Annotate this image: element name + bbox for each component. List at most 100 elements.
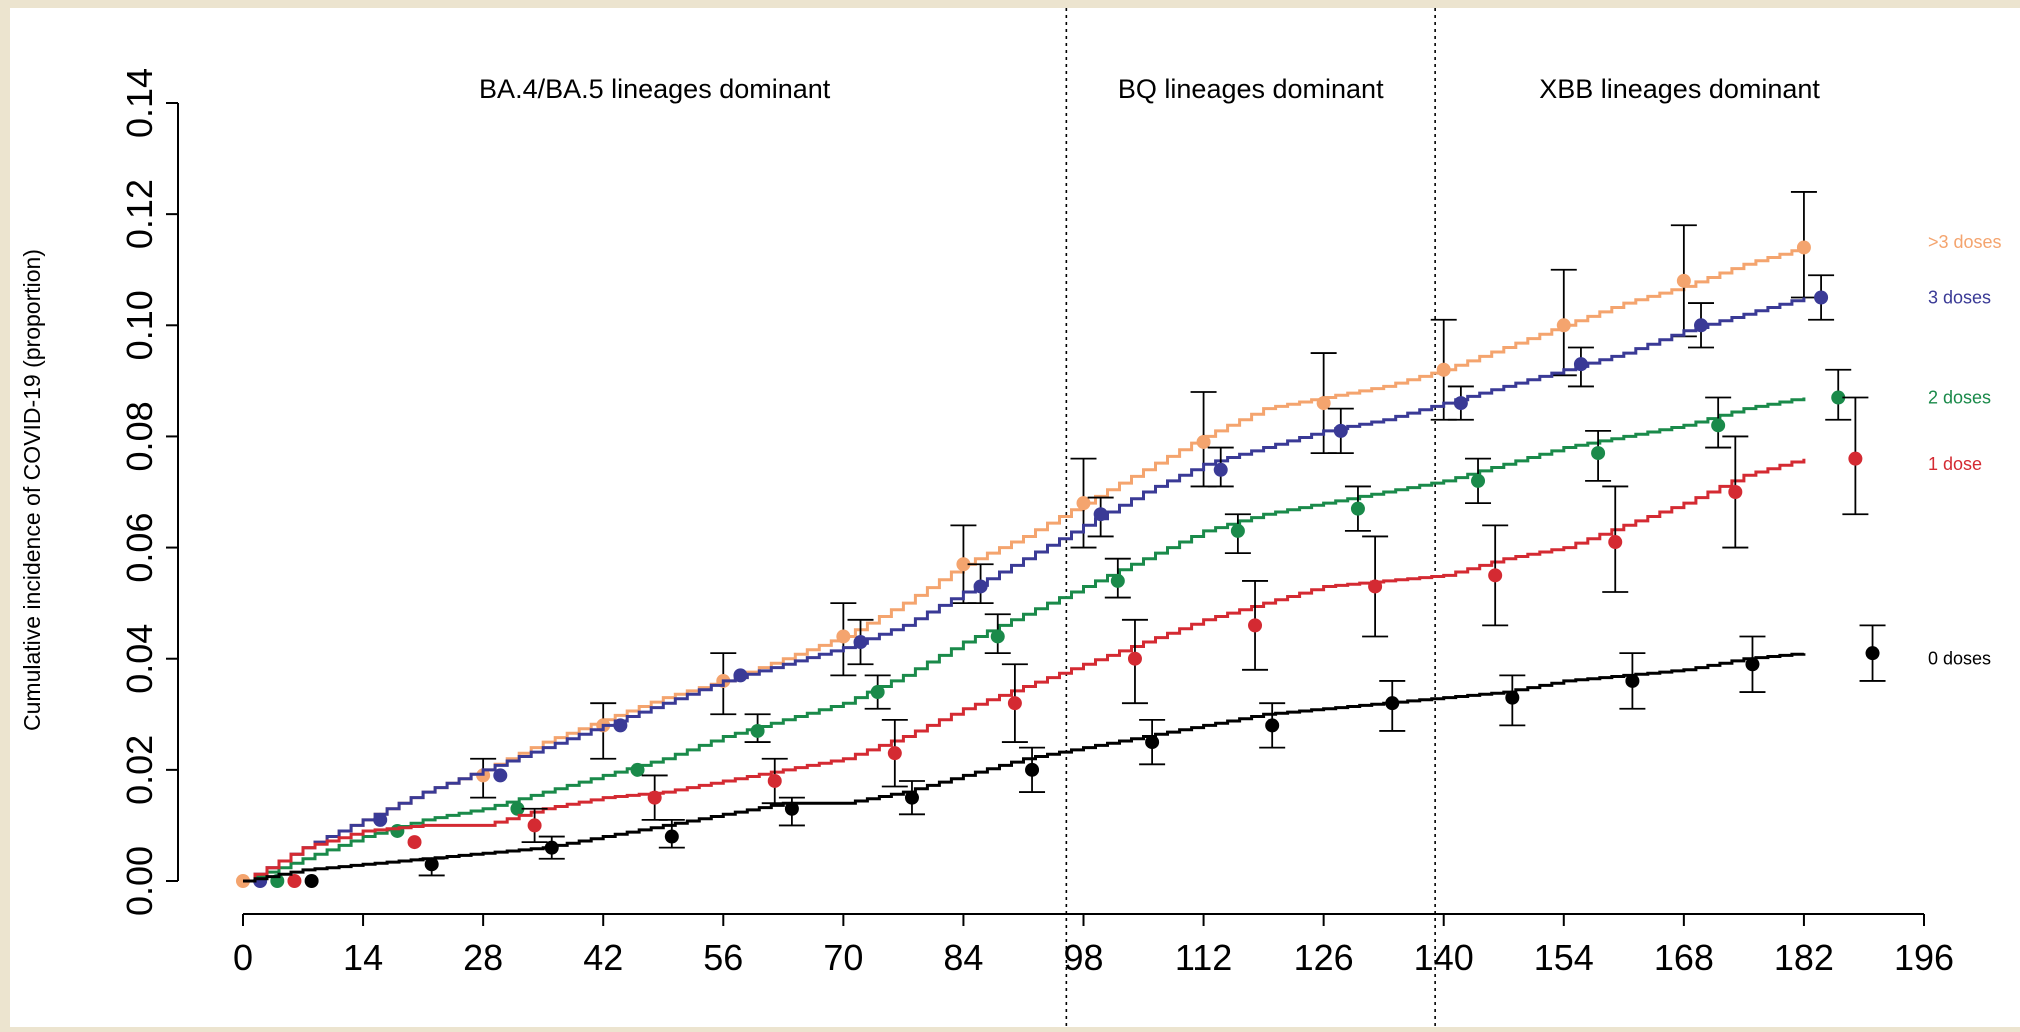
data-point xyxy=(390,823,405,838)
data-point xyxy=(973,579,988,594)
data-point xyxy=(904,790,919,805)
data-point xyxy=(1007,696,1022,711)
x-tick-label: 140 xyxy=(1414,937,1474,978)
series-1-dose xyxy=(243,396,1869,888)
data-point xyxy=(1453,396,1468,411)
x-tick-label: 196 xyxy=(1894,937,1954,978)
data-point xyxy=(1127,651,1142,666)
data-point xyxy=(1488,568,1503,583)
data-point xyxy=(1196,434,1211,449)
data-point xyxy=(510,801,525,816)
data-point xyxy=(1676,273,1691,288)
data-point xyxy=(1556,318,1571,333)
data-point xyxy=(733,668,748,683)
series-line xyxy=(243,397,1806,883)
data-point xyxy=(1694,318,1709,333)
data-point xyxy=(1831,390,1846,405)
series-line xyxy=(243,458,1806,883)
data-point xyxy=(1796,240,1811,255)
data-point xyxy=(527,818,542,833)
x-tick-label: 56 xyxy=(703,937,743,978)
data-point xyxy=(990,629,1005,644)
period-label: BQ lineages dominant xyxy=(1118,74,1384,104)
data-point xyxy=(836,629,851,644)
series-0-doses xyxy=(243,624,1886,888)
data-point xyxy=(887,746,902,761)
x-tick-label: 70 xyxy=(823,937,863,978)
data-point xyxy=(1436,362,1451,377)
data-point xyxy=(1848,451,1863,466)
x-tick-label: 42 xyxy=(583,937,623,978)
data-point xyxy=(784,801,799,816)
series-3-doses xyxy=(243,274,1835,888)
data-point xyxy=(750,723,765,738)
data-point xyxy=(1865,646,1880,661)
data-point xyxy=(767,773,782,788)
data-point xyxy=(287,874,302,888)
x-tick-label: 112 xyxy=(1175,937,1232,978)
data-point xyxy=(1230,523,1245,538)
data-point xyxy=(1248,618,1263,633)
chart-frame: 0 14 28 42 56 70 84 98 112 126 140 154 168 182 196 0.00… xyxy=(10,8,2020,1027)
data-point xyxy=(1728,485,1743,499)
y-axis-label: Cumulative incidence of COVID-19 (propor… xyxy=(19,249,45,731)
data-point xyxy=(1093,507,1108,522)
data-point xyxy=(1608,535,1623,550)
data-point xyxy=(956,557,971,572)
data-point xyxy=(304,874,319,888)
data-point xyxy=(1265,718,1280,733)
data-point xyxy=(1573,357,1588,372)
series-line xyxy=(243,297,1806,883)
y-tick-label: 0.08 xyxy=(119,401,160,471)
series-label: 0 doses xyxy=(1928,649,1991,669)
x-tick-label: 168 xyxy=(1654,937,1714,978)
y-tick-label: 0.10 xyxy=(119,290,160,360)
data-point xyxy=(1471,473,1486,488)
x-tick-label: 84 xyxy=(943,937,983,978)
data-point xyxy=(853,635,868,650)
data-point xyxy=(1625,673,1640,688)
period-label: BA.4/BA.5 lineages dominant xyxy=(479,74,831,104)
data-point xyxy=(1385,696,1400,711)
data-point xyxy=(1316,396,1331,411)
data-point xyxy=(1814,290,1829,305)
series-group xyxy=(236,191,1886,888)
x-tick-label: 14 xyxy=(343,937,383,978)
series-labels: >3 doses 3 doses 2 doses 1 dose 0 doses xyxy=(1928,232,2002,669)
data-point xyxy=(544,840,559,855)
data-point xyxy=(1505,690,1520,705)
data-point xyxy=(1076,496,1091,511)
data-point xyxy=(664,829,679,844)
series-line xyxy=(243,652,1806,883)
x-tick-label: 28 xyxy=(463,937,503,978)
data-point xyxy=(493,768,508,783)
data-point xyxy=(630,762,645,777)
axes-group: 0 14 28 42 56 70 84 98 112 126 140 154 168 182 196 0.00… xyxy=(119,68,1954,978)
y-tick-label: 0.06 xyxy=(119,513,160,583)
x-tick-label: 154 xyxy=(1534,937,1594,978)
data-point xyxy=(1350,501,1365,516)
data-point xyxy=(1591,446,1606,461)
data-point xyxy=(1213,462,1228,477)
y-tick-label: 0.00 xyxy=(119,846,160,916)
y-tick-label: 0.02 xyxy=(119,735,160,805)
data-point xyxy=(647,790,662,805)
x-tick-label: 0 xyxy=(233,937,253,978)
y-tick-label: 0.14 xyxy=(119,68,160,138)
series-label: 3 doses xyxy=(1928,288,1991,308)
data-point xyxy=(1025,762,1040,777)
period-dividers: BA.4/BA.5 lineages dominant BQ lineages d… xyxy=(479,8,1820,1027)
x-tick-label: 126 xyxy=(1294,937,1354,978)
data-point xyxy=(1110,573,1125,588)
series-label: >3 doses xyxy=(1928,232,2002,252)
cumulative-incidence-chart: 0 14 28 42 56 70 84 98 112 126 140 154 168 182 196 0.00… xyxy=(19,8,2002,1027)
data-point xyxy=(613,718,628,733)
series-label: 1 dose xyxy=(1928,454,1982,474)
y-tick-label: 0.04 xyxy=(119,624,160,694)
series-2-doses xyxy=(243,368,1852,888)
data-point xyxy=(1745,657,1760,672)
data-point xyxy=(1368,579,1383,594)
data-point xyxy=(407,835,422,850)
data-point xyxy=(870,685,885,700)
x-tick-label: 182 xyxy=(1774,937,1834,978)
